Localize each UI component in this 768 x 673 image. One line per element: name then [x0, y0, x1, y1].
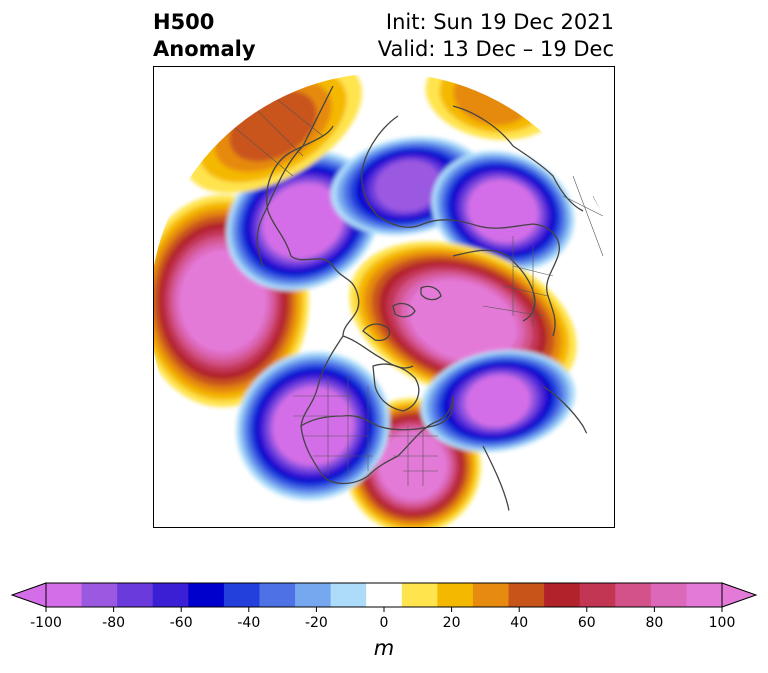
colorbar-bin [223, 583, 260, 607]
colorbar-bin [295, 583, 332, 607]
colorbar-bin [544, 583, 581, 607]
anomaly-contour [465, 374, 531, 428]
colorbar-bin [366, 583, 403, 607]
title-right: Init: Sun 19 Dec 2021 Valid: 13 Dec – 19… [378, 9, 614, 63]
title-field-name: H500 [153, 10, 215, 34]
colorbar-bin [615, 583, 652, 607]
anomaly-contour [383, 436, 443, 496]
colorbar: -100 -80 -60 -40 -20 0 20 40 60 80 100 [10, 582, 758, 631]
anomaly-map [153, 66, 615, 528]
colorbar-bin [46, 583, 83, 607]
colorbar-extend-high [721, 582, 758, 608]
colorbar-extend-low [10, 582, 47, 608]
init-date: Init: Sun 19 Dec 2021 [385, 10, 614, 34]
colorbar-tick-label: -20 [305, 615, 328, 631]
colorbar-bin [401, 583, 438, 607]
colorbar-tick-label: 40 [510, 615, 528, 631]
title-field-type: Anomaly [153, 37, 256, 61]
colorbar-tick-label: 100 [709, 615, 736, 631]
colorbar-tick-label: 80 [645, 615, 663, 631]
anomaly-contour [374, 160, 442, 212]
colorbar-bin [117, 583, 154, 607]
colorbar-bin [650, 583, 687, 607]
colorbar-bin [437, 583, 474, 607]
colorbar-tick-label: -100 [30, 615, 62, 631]
colorbar-tick-label: 0 [380, 615, 389, 631]
colorbar-tick-label: -60 [170, 615, 193, 631]
colorbar-bin [188, 583, 225, 607]
colorbar-bin [508, 583, 545, 607]
title-left: H500 Anomaly [153, 9, 256, 63]
colorbar-tick-label: 20 [443, 615, 461, 631]
colorbar-bin [81, 583, 118, 607]
anomaly-contour [281, 395, 345, 457]
colorbar-unit-label: m [373, 636, 395, 660]
valid-range: Valid: 13 Dec – 19 Dec [377, 37, 614, 61]
anomaly-contour [472, 183, 534, 239]
colorbar-bin [472, 583, 510, 607]
colorbar-tick-label: -40 [237, 615, 260, 631]
colorbar-tick-label: 60 [578, 615, 596, 631]
colorbar-tick-label: -80 [102, 615, 125, 631]
anomaly-contour [271, 191, 335, 251]
colorbar-bin [686, 583, 723, 607]
colorbar-bin [579, 583, 616, 607]
anomaly-contour [189, 263, 257, 339]
colorbar-bin [152, 583, 189, 607]
map-frame [153, 66, 615, 528]
colorbar-bin [259, 583, 296, 607]
colorbar-bin [330, 583, 367, 607]
anomaly-contour [423, 289, 503, 353]
